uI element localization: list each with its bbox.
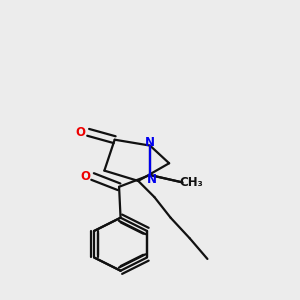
Text: O: O — [80, 170, 90, 183]
Text: CH₃: CH₃ — [179, 176, 203, 189]
Text: N: N — [147, 172, 158, 186]
Text: O: O — [76, 126, 86, 139]
Text: N: N — [145, 136, 155, 148]
